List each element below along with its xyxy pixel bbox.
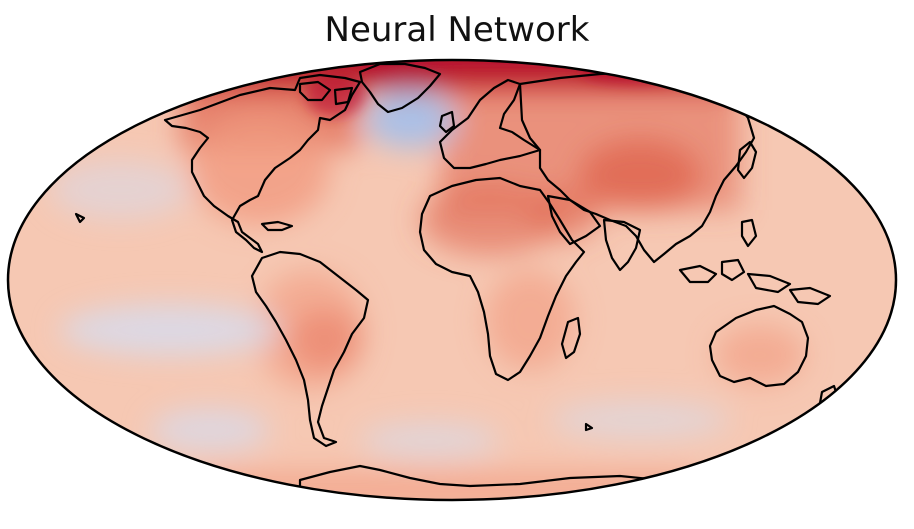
coastline-india (602, 218, 642, 272)
coastline-small-island-2 (584, 422, 594, 432)
north-pacific-cool (50, 160, 190, 220)
coastlines (74, 62, 840, 500)
map-title: Neural Network (324, 10, 590, 50)
coastline-madagascar (560, 316, 582, 360)
coastline-australia (708, 304, 810, 388)
north-atlantic-cool (365, 92, 455, 148)
coastline-caribbean (260, 220, 294, 232)
coastline-greenland (358, 62, 442, 114)
coastline-indonesia (678, 258, 792, 294)
coastline-north-america (163, 73, 362, 254)
south-america-warm (255, 270, 365, 390)
coastline-new-guinea (788, 286, 832, 306)
southern-ocean-cool-1 (150, 408, 270, 452)
australia-warm (715, 325, 805, 385)
south-pacific-cool (60, 304, 280, 356)
coastline-philippines (740, 218, 758, 248)
coastline-arctic-islands (298, 80, 354, 106)
globe-outline (6, 58, 898, 502)
southern-africa-warm (485, 270, 575, 370)
coastline-europe (438, 78, 542, 170)
central-asia-hotspot (580, 140, 700, 210)
arabia-warm (530, 190, 600, 240)
coastline-small-island-1 (74, 212, 86, 224)
coastline-antarctica (298, 464, 722, 500)
coastline-arabia (546, 194, 602, 246)
sahara-warm (420, 185, 560, 255)
coastline-japan (736, 140, 758, 180)
coastline-africa (418, 176, 586, 382)
coastline-south-america (250, 250, 370, 448)
coastline-british-isles (438, 110, 456, 134)
southern-ocean-cool-3 (550, 400, 730, 440)
north-america-warm (190, 115, 330, 225)
southern-ocean-cool-2 (360, 422, 500, 458)
